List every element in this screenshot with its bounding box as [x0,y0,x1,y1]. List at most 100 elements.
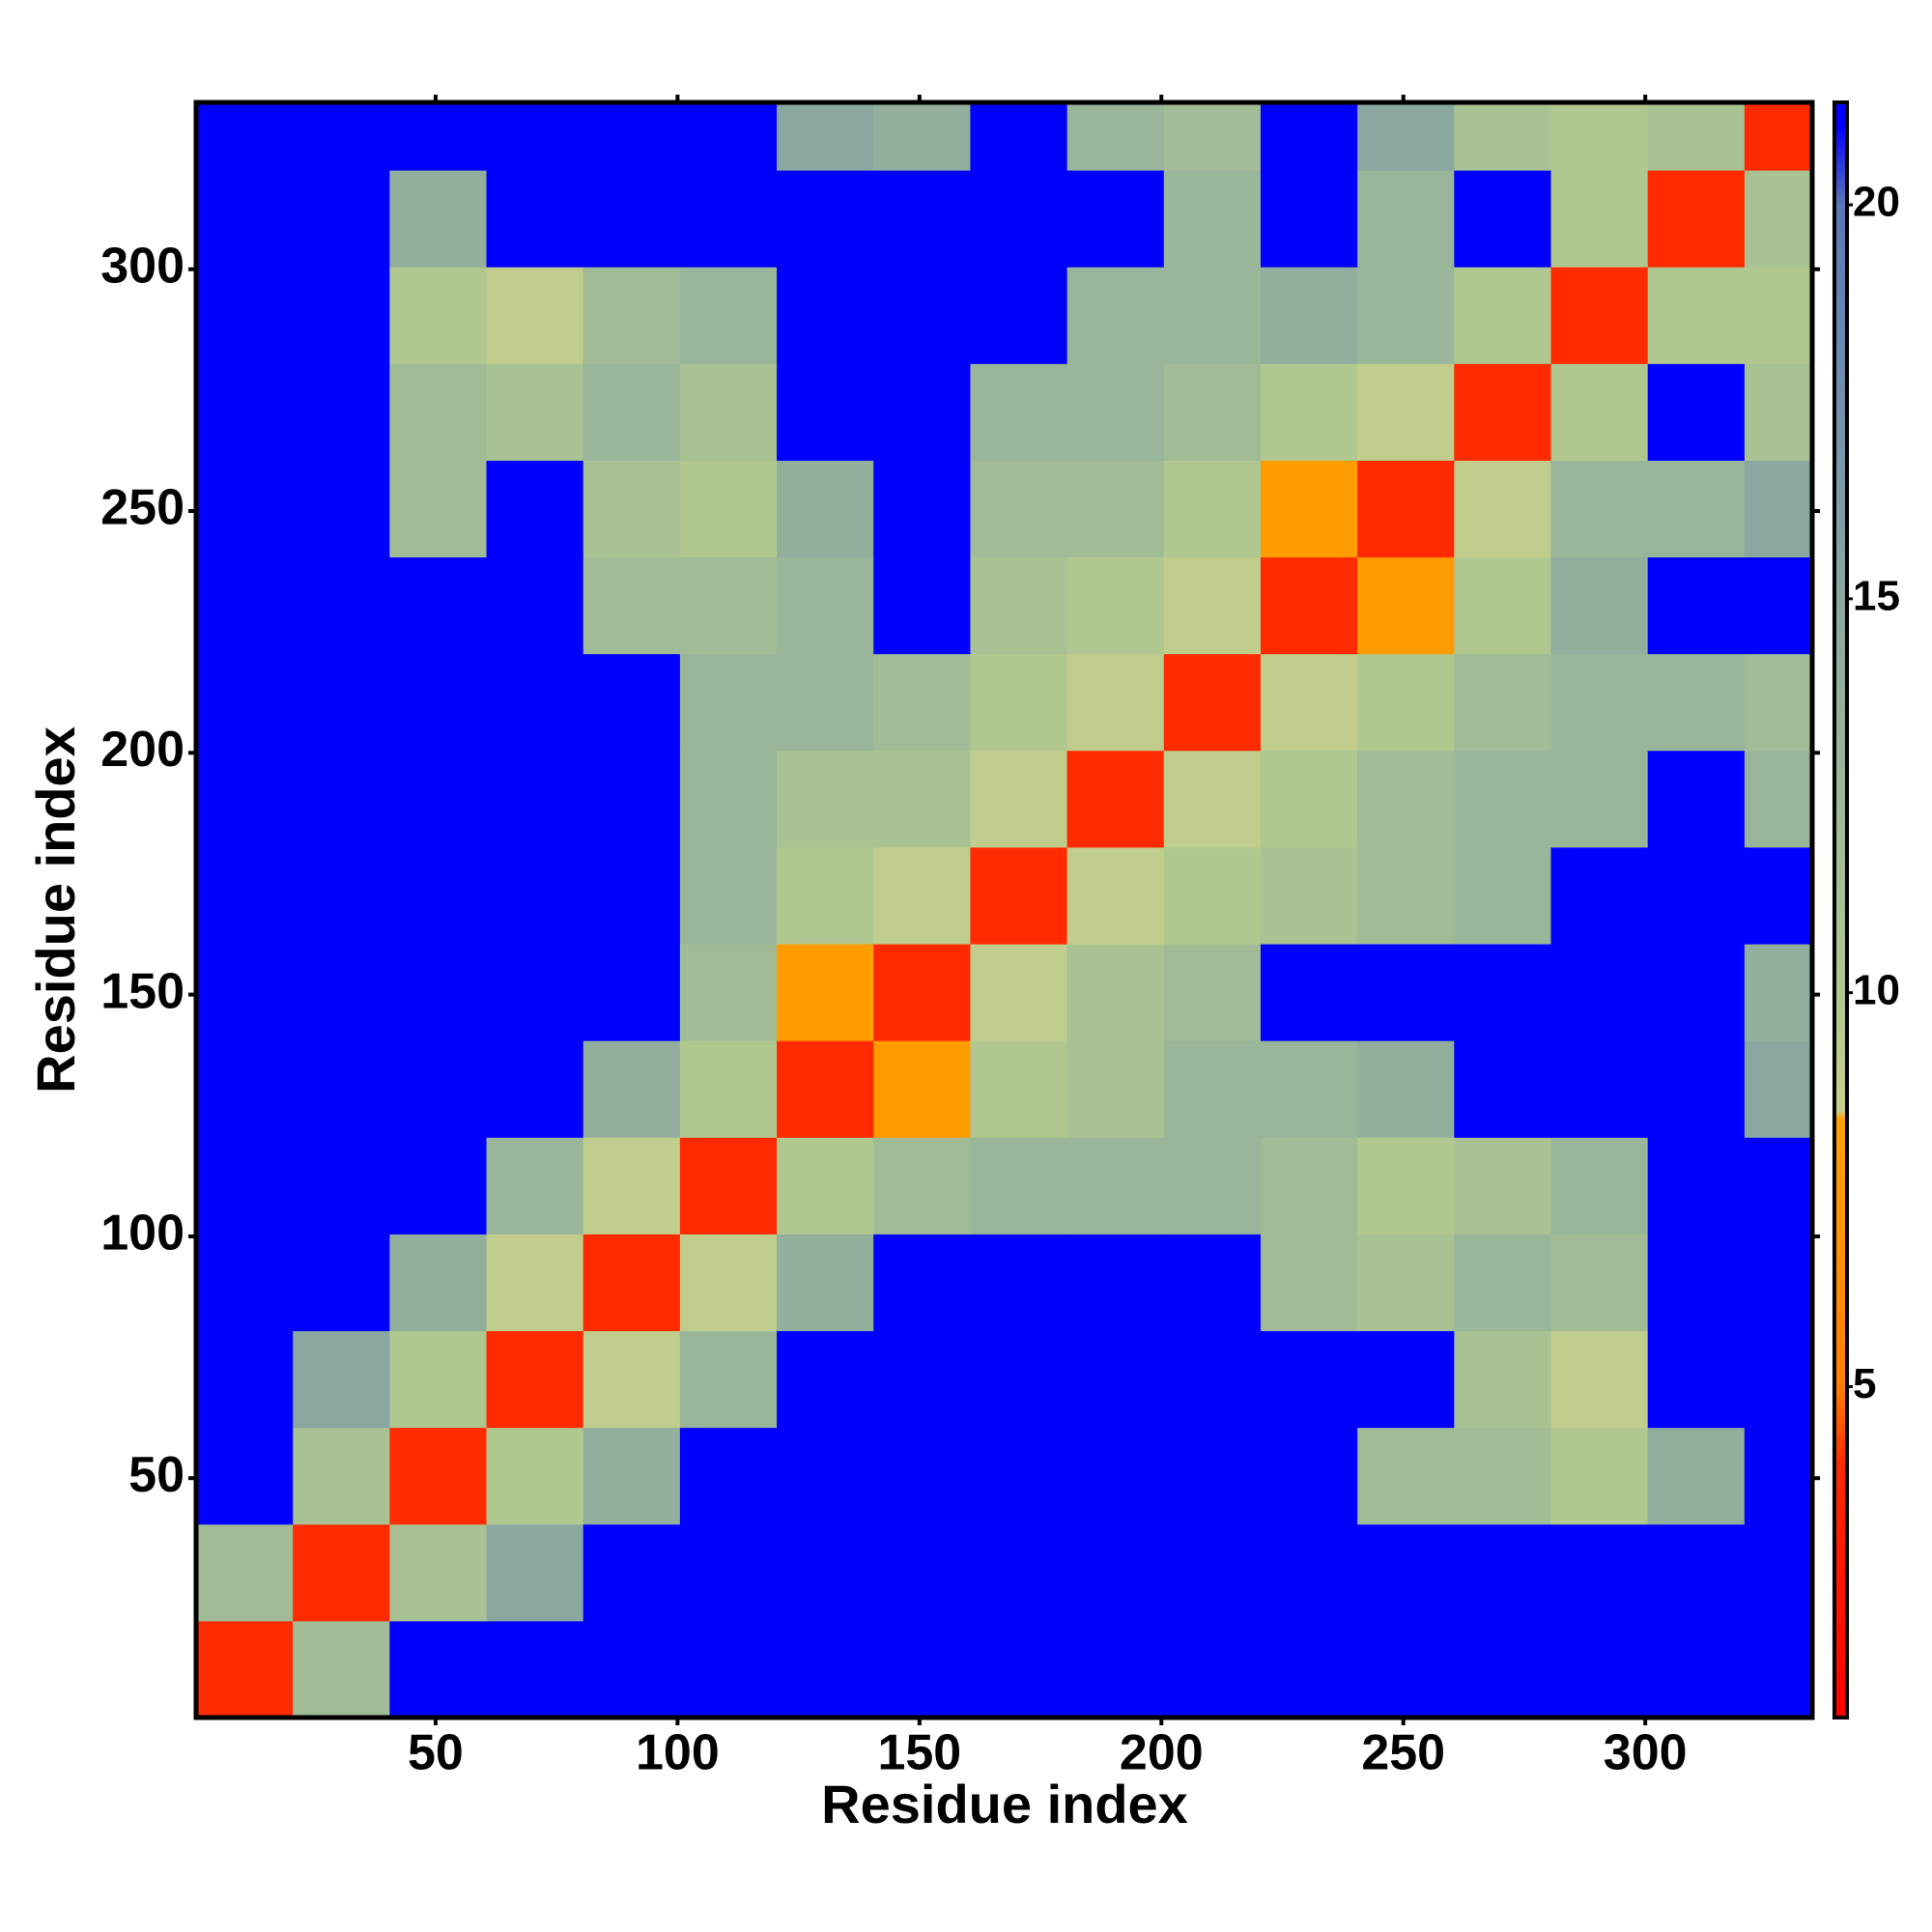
heatmap-cell [293,460,390,558]
heatmap-cell [582,1523,681,1622]
heatmap-cell [389,1523,488,1622]
heatmap-cell [1550,363,1649,461]
heatmap-cell [1163,1427,1262,1525]
heatmap-cell [1260,170,1358,268]
heatmap-cell [1647,944,1746,1041]
heatmap-cell [486,460,584,558]
heatmap-cell [679,363,778,461]
heatmap-cell [679,267,778,364]
heatmap-cell [389,460,488,558]
heatmap-cell [1260,1137,1358,1235]
heatmap-cell [486,1620,584,1719]
heatmap-cell [1744,170,1813,268]
heatmap-cell [1163,102,1262,171]
heatmap-cell [777,1137,874,1235]
heatmap-cell [777,1040,874,1138]
heatmap-cell [1550,846,1649,945]
heatmap-cell [873,102,971,171]
heatmap-cell [582,750,681,848]
heatmap-cell [486,267,584,364]
heatmap-cell [679,460,778,558]
heatmap-cell [389,267,488,364]
heatmap-cell [873,750,971,848]
heatmap-cell [1163,1330,1262,1429]
x-tick-label: 300 [1604,1725,1688,1781]
heatmap-cell [582,846,681,945]
colorbar-tick-label: 15 [1853,572,1900,619]
heatmap-cell [486,750,584,848]
heatmap-cell [486,170,584,268]
heatmap-cell [777,1620,874,1719]
heatmap-cell [1066,1330,1165,1429]
heatmap-cell [1357,267,1455,364]
heatmap-cell [1647,102,1746,171]
heatmap-cell [777,653,874,752]
heatmap-cell [970,267,1068,364]
heatmap-cell [1744,1427,1813,1525]
heatmap-cell [293,556,390,655]
heatmap-cell [1260,750,1358,848]
heatmap-cell [777,944,874,1041]
heatmap-cell [1454,1040,1552,1138]
heatmap-cell [1454,750,1552,848]
heatmap-cell [196,460,294,558]
heatmap-cell [293,1234,390,1332]
heatmap-cell [1744,267,1813,364]
heatmap-cell [486,102,584,171]
y-tick-label: 50 [128,1447,185,1503]
heatmap-cell [1066,363,1165,461]
heatmap-cell [389,1620,488,1719]
heatmap-cell [1066,1523,1165,1622]
heatmap-cell [1066,750,1165,848]
heatmap-cell [1357,1040,1455,1138]
heatmap-cell [389,363,488,461]
heatmap-cell [293,1523,390,1622]
heatmap-cell [873,1330,971,1429]
heatmap-cell [1357,460,1455,558]
heatmap-cell [777,1234,874,1332]
heatmap-cell [970,460,1068,558]
heatmap-cell [679,556,778,655]
heatmap-cell [486,1427,584,1525]
heatmap-cell [1454,460,1552,558]
heatmap-cell [970,1330,1068,1429]
heatmap-cell [582,1234,681,1332]
heatmap-cell [873,1523,971,1622]
heatmap-cell [1260,1040,1358,1138]
heatmap-cell [486,653,584,752]
heatmap-cell [389,1137,488,1235]
x-tick-label: 100 [636,1725,720,1781]
heatmap-cell [1647,267,1746,364]
heatmap-cell [1744,1040,1813,1138]
heatmap-cell [582,1040,681,1138]
heatmap-cell [777,170,874,268]
heatmap-cell [873,170,971,268]
heatmap-cell [1454,1523,1552,1622]
heatmap-cell [1163,170,1262,268]
heatmap-cell [970,1040,1068,1138]
heatmap-cell [1260,944,1358,1041]
heatmap-cell [293,846,390,945]
heatmap-cell [582,460,681,558]
heatmap-cell [389,1330,488,1429]
heatmap-cell [582,267,681,364]
heatmap-cell [679,1620,778,1719]
heatmap-cell [1357,1234,1455,1332]
heatmap-cell [970,170,1068,268]
heatmap-cell [1066,1137,1165,1235]
heatmap-cell [777,1523,874,1622]
heatmap-cell [582,102,681,171]
heatmap-cell [196,170,294,268]
heatmap-cell [1454,944,1552,1041]
heatmap-cell [1163,944,1262,1041]
heatmap-cell [389,750,488,848]
heatmap-cell [1260,653,1358,752]
heatmap-cell [1260,460,1358,558]
heatmap-cell [1066,653,1165,752]
heatmap-cell [1357,102,1455,171]
heatmap-cell [196,846,294,945]
heatmap-cell [1550,653,1649,752]
heatmap-cell [970,1620,1068,1719]
heatmap-cell [196,1234,294,1332]
